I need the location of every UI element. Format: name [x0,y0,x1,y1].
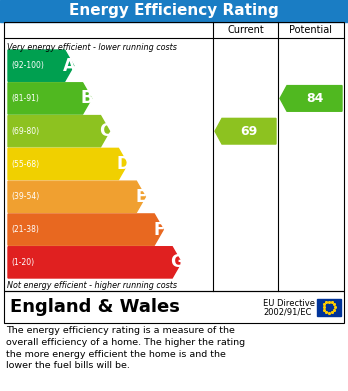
Polygon shape [8,181,145,212]
Polygon shape [8,50,74,81]
Text: (92-100): (92-100) [11,61,44,70]
Text: B: B [81,90,93,108]
Text: Very energy efficient - lower running costs: Very energy efficient - lower running co… [7,43,177,52]
Text: Energy Efficiency Rating: Energy Efficiency Rating [69,4,279,18]
Text: D: D [116,155,130,173]
Text: 2002/91/EC: 2002/91/EC [263,307,311,316]
Text: (39-54): (39-54) [11,192,39,201]
Text: F: F [153,221,165,239]
Polygon shape [280,86,342,111]
Text: A: A [63,57,76,75]
Text: Current: Current [227,25,264,35]
Bar [0,0,348,22]
Text: England & Wales: England & Wales [10,298,180,316]
Text: Potential: Potential [290,25,332,35]
Text: Not energy efficient - higher running costs: Not energy efficient - higher running co… [7,280,177,289]
Text: (1-20): (1-20) [11,258,34,267]
Text: (69-80): (69-80) [11,127,39,136]
Bar [317,298,341,316]
Text: G: G [170,253,183,271]
Text: (21-38): (21-38) [11,225,39,234]
Text: EU Directive: EU Directive [263,298,315,307]
Text: The energy efficiency rating is a measure of the
overall efficiency of a home. T: The energy efficiency rating is a measur… [6,326,245,370]
Polygon shape [8,83,92,114]
Polygon shape [8,148,127,179]
Text: 69: 69 [240,125,258,138]
Polygon shape [215,118,276,144]
Polygon shape [8,116,110,147]
Text: E: E [135,188,147,206]
Bar [4,22,344,291]
Polygon shape [8,214,163,245]
Bar [4,291,344,323]
Text: C: C [99,122,111,140]
Polygon shape [8,247,181,278]
Text: (81-91): (81-91) [11,94,39,103]
Text: (55-68): (55-68) [11,160,39,169]
Text: 84: 84 [306,92,323,105]
